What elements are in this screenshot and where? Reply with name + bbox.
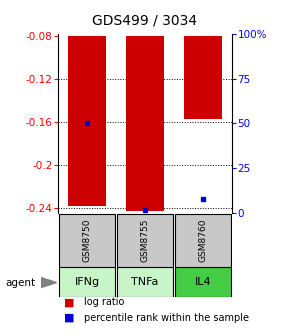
FancyBboxPatch shape <box>59 267 115 297</box>
Polygon shape <box>41 278 57 288</box>
Text: GSM8760: GSM8760 <box>198 218 208 262</box>
Text: ■: ■ <box>64 312 74 323</box>
Text: IL4: IL4 <box>195 277 211 287</box>
Bar <box>68 36 106 206</box>
Text: GSM8755: GSM8755 <box>140 218 150 262</box>
Text: log ratio: log ratio <box>84 297 124 307</box>
FancyBboxPatch shape <box>175 267 231 297</box>
Bar <box>126 36 164 211</box>
Text: agent: agent <box>6 278 36 288</box>
Text: TNFa: TNFa <box>131 277 159 287</box>
Text: GSM8750: GSM8750 <box>82 218 92 262</box>
Text: ■: ■ <box>64 297 74 307</box>
Text: percentile rank within the sample: percentile rank within the sample <box>84 312 249 323</box>
Text: IFNg: IFNg <box>75 277 99 287</box>
Bar <box>184 36 222 119</box>
FancyBboxPatch shape <box>117 214 173 266</box>
FancyBboxPatch shape <box>175 214 231 266</box>
FancyBboxPatch shape <box>59 214 115 266</box>
FancyBboxPatch shape <box>117 267 173 297</box>
Text: GDS499 / 3034: GDS499 / 3034 <box>93 13 197 28</box>
